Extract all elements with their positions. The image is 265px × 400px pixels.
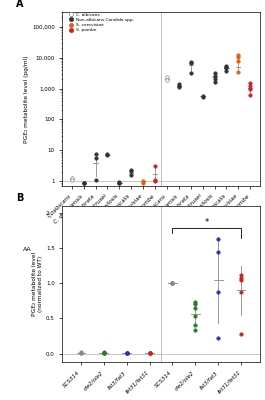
Point bbox=[117, 180, 121, 186]
Point bbox=[78, 350, 83, 356]
Point bbox=[189, 60, 193, 67]
Point bbox=[216, 288, 220, 295]
Point bbox=[248, 80, 252, 86]
Point bbox=[239, 288, 244, 295]
Point bbox=[101, 350, 106, 356]
Point bbox=[147, 350, 152, 356]
Point bbox=[224, 65, 228, 72]
Point bbox=[216, 236, 220, 242]
Point bbox=[70, 177, 74, 183]
Point bbox=[78, 350, 83, 356]
Text: B: B bbox=[16, 193, 23, 203]
Point bbox=[212, 72, 217, 79]
Point bbox=[248, 86, 252, 92]
Point bbox=[170, 280, 175, 286]
Point bbox=[212, 70, 217, 76]
Point bbox=[239, 274, 244, 281]
Point bbox=[170, 280, 175, 286]
Point bbox=[201, 94, 205, 100]
Point bbox=[105, 152, 110, 158]
Y-axis label: PGE₂ metabolite level (pg/ml): PGE₂ metabolite level (pg/ml) bbox=[24, 55, 29, 143]
Point bbox=[147, 350, 152, 356]
Point bbox=[94, 151, 98, 157]
Point bbox=[170, 280, 175, 286]
Point bbox=[248, 92, 252, 98]
Point bbox=[224, 64, 228, 71]
Point bbox=[125, 350, 129, 356]
Point bbox=[153, 178, 157, 184]
Point bbox=[216, 249, 220, 256]
Point bbox=[117, 180, 121, 186]
Point bbox=[193, 298, 197, 305]
Point bbox=[224, 68, 228, 74]
Point bbox=[147, 350, 152, 356]
Point bbox=[236, 58, 240, 65]
Point bbox=[141, 180, 145, 186]
Point bbox=[117, 179, 121, 186]
Point bbox=[125, 350, 129, 356]
Text: *: * bbox=[205, 218, 209, 227]
Point bbox=[94, 177, 98, 183]
Point bbox=[177, 82, 181, 89]
Point bbox=[177, 81, 181, 87]
Point bbox=[189, 59, 193, 65]
Point bbox=[101, 350, 106, 356]
Point bbox=[239, 272, 244, 278]
Point bbox=[177, 84, 181, 90]
Point bbox=[216, 335, 220, 341]
Point bbox=[165, 77, 169, 83]
Point bbox=[101, 350, 106, 356]
Point bbox=[165, 75, 169, 82]
Point bbox=[248, 83, 252, 89]
Point bbox=[224, 63, 228, 69]
Point bbox=[236, 68, 240, 75]
Point bbox=[82, 180, 86, 186]
Point bbox=[125, 350, 129, 356]
Point bbox=[170, 280, 175, 286]
Point bbox=[125, 350, 129, 356]
Point bbox=[193, 300, 197, 307]
Point bbox=[129, 172, 133, 178]
Point bbox=[82, 180, 86, 186]
Legend: C. albicans, Non-albicans Candida spp., S. cerevisiae, S. pombe: C. albicans, Non-albicans Candida spp., … bbox=[64, 11, 136, 34]
Point bbox=[193, 327, 197, 334]
Point bbox=[101, 349, 106, 355]
Point bbox=[82, 180, 86, 186]
Point bbox=[147, 350, 152, 356]
Point bbox=[70, 174, 74, 181]
Point bbox=[212, 75, 217, 82]
Point bbox=[78, 349, 83, 355]
Point bbox=[236, 54, 240, 60]
Text: AA: AA bbox=[23, 247, 32, 252]
Point bbox=[153, 177, 157, 183]
Point bbox=[193, 312, 197, 319]
Point bbox=[236, 52, 240, 58]
Point bbox=[212, 79, 217, 86]
Point bbox=[129, 168, 133, 174]
Point bbox=[141, 178, 145, 184]
Point bbox=[239, 276, 244, 283]
Point bbox=[201, 92, 205, 99]
Point bbox=[94, 155, 98, 162]
Text: A: A bbox=[16, 0, 23, 8]
Point bbox=[153, 162, 157, 169]
Text: +: + bbox=[210, 247, 216, 253]
Point bbox=[189, 70, 193, 76]
Point bbox=[193, 322, 197, 329]
Point bbox=[193, 305, 197, 311]
Text: −: − bbox=[106, 247, 112, 253]
Point bbox=[165, 74, 169, 80]
Point bbox=[129, 167, 133, 173]
Y-axis label: PGE₂ metabolite level
(normalized to WT): PGE₂ metabolite level (normalized to WT) bbox=[32, 252, 43, 316]
Point bbox=[105, 150, 110, 157]
Point bbox=[239, 331, 244, 337]
